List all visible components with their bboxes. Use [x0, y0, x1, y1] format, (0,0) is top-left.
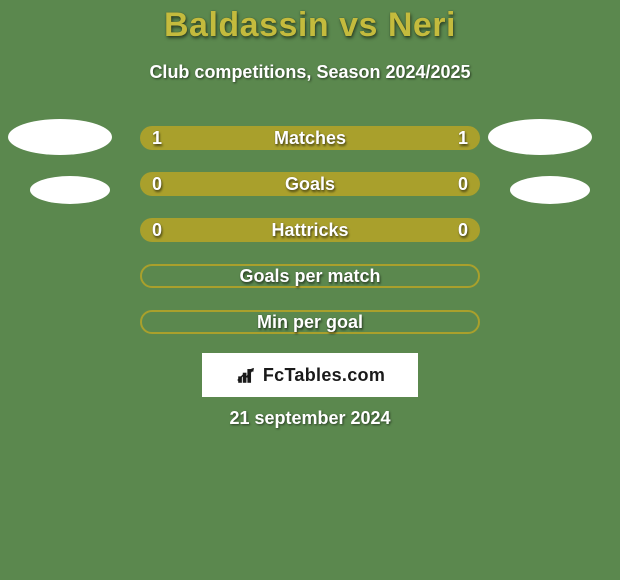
- stat-label: Min per goal: [140, 312, 480, 333]
- stat-right-value: 0: [458, 220, 468, 241]
- stat-label: Goals: [140, 174, 480, 195]
- date-label: 21 september 2024: [0, 408, 620, 429]
- brand-badge: FcTables.com: [202, 353, 418, 397]
- stat-left-value: 0: [152, 174, 162, 195]
- page-title: Baldassin vs Neri: [0, 6, 620, 45]
- chart-icon: [235, 364, 257, 386]
- stat-left-value: 0: [152, 220, 162, 241]
- player-left-avatar: [8, 119, 112, 155]
- team-left-avatar: [30, 176, 110, 204]
- player-right-avatar: [488, 119, 592, 155]
- stat-row-goals: 0 Goals 0: [140, 172, 480, 196]
- stat-right-value: 1: [458, 128, 468, 149]
- stat-row-min-per-goal: Min per goal: [140, 310, 480, 334]
- stat-left-value: 1: [152, 128, 162, 149]
- subtitle: Club competitions, Season 2024/2025: [0, 62, 620, 83]
- stat-right-value: 0: [458, 174, 468, 195]
- comparison-infographic: Baldassin vs Neri Club competitions, Sea…: [0, 0, 620, 580]
- stat-label: Goals per match: [140, 266, 480, 287]
- brand-text: FcTables.com: [263, 365, 385, 386]
- team-right-avatar: [510, 176, 590, 204]
- stat-row-hattricks: 0 Hattricks 0: [140, 218, 480, 242]
- stat-row-matches: 1 Matches 1: [140, 126, 480, 150]
- stat-label: Hattricks: [140, 220, 480, 241]
- stat-label: Matches: [140, 128, 480, 149]
- stat-row-goals-per-match: Goals per match: [140, 264, 480, 288]
